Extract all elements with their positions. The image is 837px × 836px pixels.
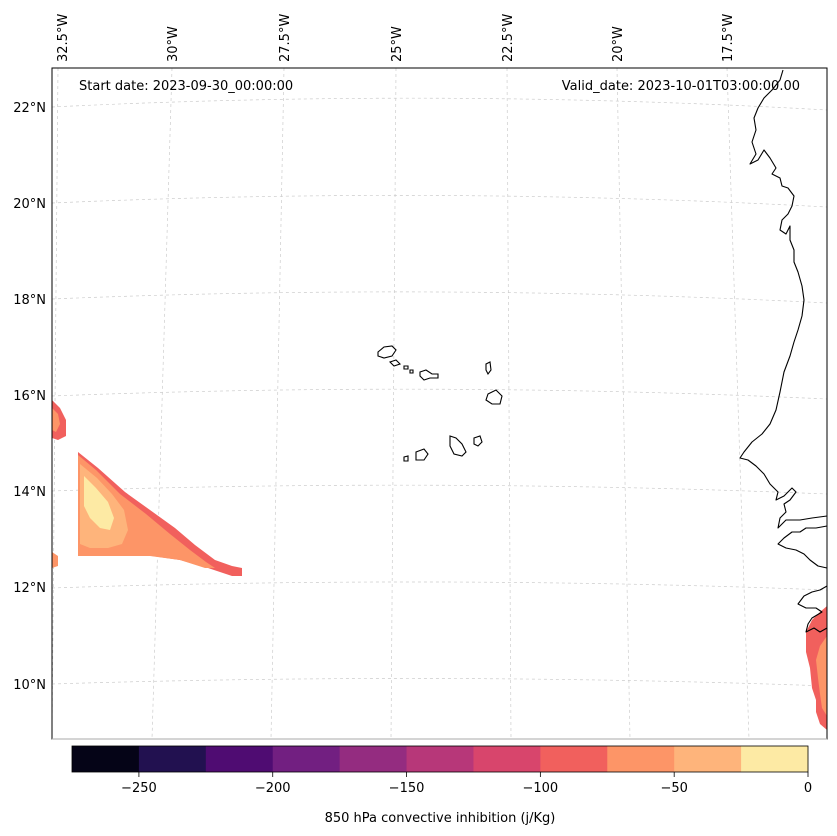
longitude-labels: 32.5°W 30°W 27.5°W 25°W 22.5°W 20°W 17.5… bbox=[56, 14, 736, 62]
colorbar-swatch bbox=[138, 746, 207, 772]
lat-label-16n: 16°N bbox=[13, 389, 46, 404]
cin-area-edge-12n bbox=[52, 552, 58, 568]
colorbar-swatch bbox=[205, 746, 274, 772]
meridian-22-5w bbox=[506, 67, 512, 740]
colorbar-swatch bbox=[72, 746, 140, 772]
lat-label-18n: 18°N bbox=[13, 293, 46, 308]
lat-label-12n: 12°N bbox=[13, 581, 46, 596]
meridian-gridlines bbox=[51, 67, 750, 740]
parallel-gridlines bbox=[51, 97, 828, 687]
colorbar-tick-label: −100 bbox=[523, 781, 559, 796]
lon-label-27-5w: 27.5°W bbox=[278, 14, 293, 62]
colorbar-tick-label: −250 bbox=[121, 781, 157, 796]
meridian-30w bbox=[151, 67, 173, 740]
colorbar-swatch bbox=[540, 746, 608, 772]
africa-coastline-guinea bbox=[797, 585, 828, 633]
island-maio bbox=[473, 435, 483, 447]
colorbar-swatch bbox=[406, 746, 474, 772]
colorbar-outline bbox=[71, 745, 809, 773]
parallel-12n bbox=[51, 581, 828, 591]
cin-area-minus-25 bbox=[84, 476, 114, 530]
cin-area-edge-16n-inner bbox=[52, 408, 60, 432]
lat-label-14n: 14°N bbox=[13, 485, 46, 500]
island-sao-nicolau bbox=[419, 369, 439, 381]
island-boa-vista bbox=[485, 389, 503, 405]
colorbar-swatch bbox=[272, 746, 341, 772]
latitude-labels: 22°N 20°N 18°N 16°N 14°N 12°N 10°N bbox=[13, 101, 46, 693]
colorbar-ticks: −250 −200 −150 −100 −50 0 bbox=[121, 772, 812, 796]
colorbar-swatches bbox=[72, 746, 809, 772]
lon-label-25w: 25°W bbox=[390, 26, 405, 62]
lat-label-10n: 10°N bbox=[13, 678, 46, 693]
cin-area-east-minus-75 bbox=[816, 636, 827, 716]
island-brava bbox=[403, 455, 409, 462]
island-santa-luzia bbox=[403, 365, 409, 370]
parallel-22n bbox=[51, 97, 828, 111]
colorbar-swatch bbox=[339, 746, 408, 772]
parallel-10n bbox=[51, 678, 828, 687]
colorbar-tick-label: −150 bbox=[389, 781, 425, 796]
cin-contours-west bbox=[52, 400, 242, 576]
island-fogo bbox=[415, 448, 429, 461]
meridian-20w bbox=[616, 67, 631, 740]
lat-label-22n: 22°N bbox=[13, 101, 46, 116]
lat-label-20n: 20°N bbox=[13, 197, 46, 212]
cin-contours-east bbox=[806, 606, 827, 730]
island-santiago bbox=[449, 435, 467, 457]
lon-label-32-5w: 32.5°W bbox=[56, 14, 71, 62]
island-santo-antao bbox=[377, 345, 397, 359]
start-date-label: Start date: 2023-09-30_00:00:00 bbox=[79, 79, 293, 94]
lon-label-22-5w: 22.5°W bbox=[501, 14, 516, 62]
cape-verde-islands bbox=[377, 345, 503, 462]
colorbar-swatch bbox=[607, 746, 675, 772]
colorbar-tick-label: 0 bbox=[804, 781, 812, 796]
island-sao-vicente bbox=[388, 359, 402, 367]
africa-coastline-south bbox=[777, 525, 828, 569]
meridian-17-5w bbox=[726, 67, 750, 740]
colorbar-tick-label: −50 bbox=[660, 781, 687, 796]
parallel-20n bbox=[51, 195, 828, 208]
map-background bbox=[52, 68, 827, 739]
lon-label-17-5w: 17.5°W bbox=[721, 14, 736, 62]
parallel-18n bbox=[51, 291, 828, 304]
africa-coastline bbox=[739, 69, 828, 529]
meridian-32-5w bbox=[51, 67, 59, 740]
meridian-25w bbox=[390, 67, 397, 740]
parallel-14n bbox=[51, 484, 828, 495]
lon-label-20w: 20°W bbox=[611, 26, 626, 62]
lon-label-30w: 30°W bbox=[166, 26, 181, 62]
meridian-27-5w bbox=[270, 67, 285, 740]
colorbar-swatch bbox=[741, 746, 809, 772]
island-branco-raso bbox=[409, 369, 414, 374]
parallel-16n bbox=[51, 388, 828, 400]
colorbar-swatch bbox=[473, 746, 541, 772]
colorbar-label: 850 hPa convective inhibition (j/Kg) bbox=[325, 811, 556, 826]
colorbar: −250 −200 −150 −100 −50 0 850 hPa convective … bbox=[71, 745, 812, 826]
valid-date-label: Valid_date: 2023-10-01T03:00:00.00 bbox=[562, 79, 800, 94]
colorbar-tick-label: −200 bbox=[255, 781, 291, 796]
colorbar-swatch bbox=[674, 746, 742, 772]
island-sal bbox=[485, 361, 492, 376]
